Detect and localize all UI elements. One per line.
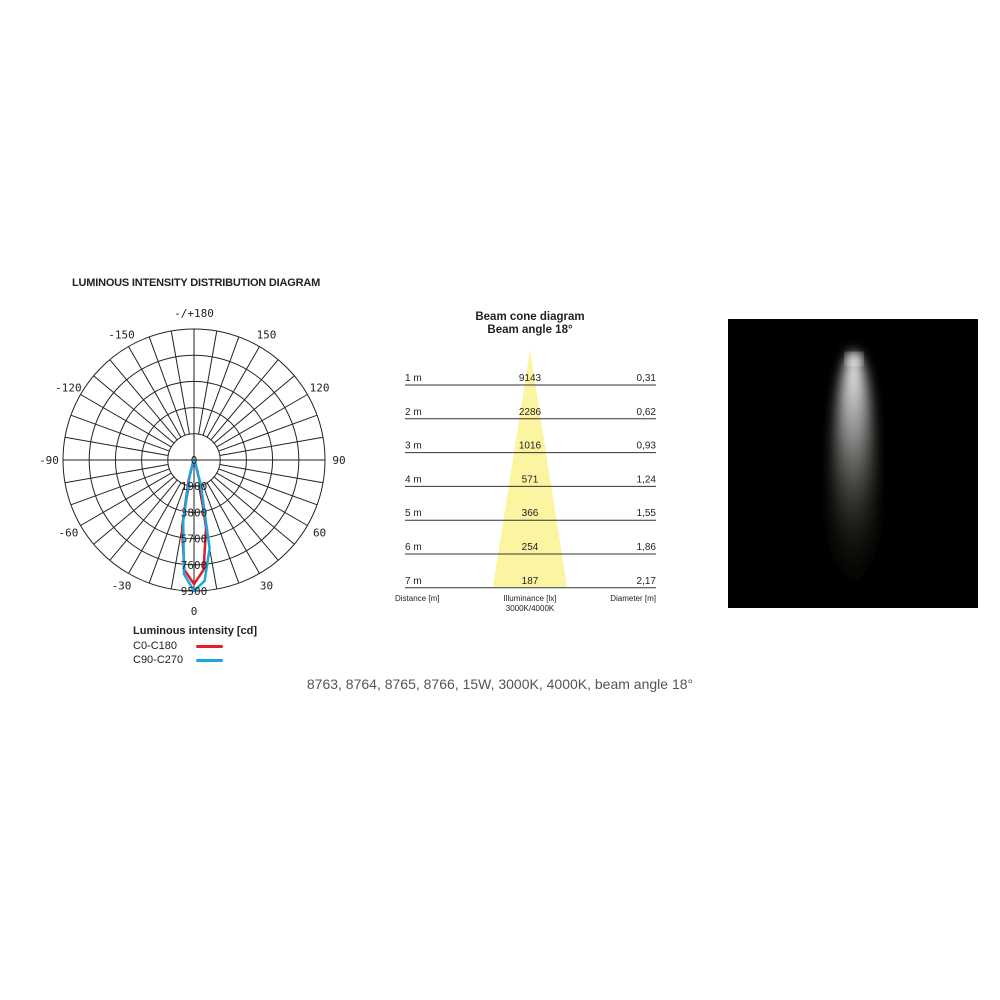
row-distance: 7 m: [405, 576, 422, 587]
spoke: [128, 482, 182, 574]
radial-tick-label: 3800: [181, 506, 208, 519]
row-illuminance: 366: [522, 508, 539, 519]
polar-title: LUMINOUS INTENSITY DISTRIBUTION DIAGRAM: [72, 277, 321, 289]
angle-label: -150: [108, 328, 135, 341]
spoke: [93, 375, 175, 444]
spoke: [219, 436, 324, 456]
spoke: [80, 394, 172, 448]
angle-label: -/+180: [174, 307, 214, 320]
spoke: [216, 472, 308, 526]
radial-tick-label: 0: [191, 454, 198, 467]
row-distance: 1 m: [405, 373, 422, 384]
beam-title: Beam cone diagram: [475, 311, 585, 323]
row-diameter: 1,86: [637, 542, 657, 553]
angle-label: 0: [191, 605, 198, 618]
spoke: [210, 359, 279, 441]
legend-swatch-c90: [196, 659, 223, 662]
legend-label-c90: C90-C270: [133, 654, 184, 666]
angle-label: 120: [310, 382, 330, 395]
radial-tick-label: 7600: [181, 559, 208, 572]
polar-chart: 0 1900 3800 5700 7600 9500 -/+180 150 120 90 60 30 0…: [39, 307, 346, 618]
spoke: [216, 394, 308, 448]
spoke: [198, 330, 218, 435]
row-distance: 4 m: [405, 474, 422, 485]
beam-photo: [728, 319, 978, 608]
spoke: [93, 476, 175, 545]
spoke: [219, 464, 324, 484]
legend-label-c0: C0-C180: [133, 640, 178, 652]
row-diameter: 0,93: [637, 441, 657, 452]
row-illuminance: 187: [522, 576, 539, 587]
col-illuminance: Illuminance [lx]: [503, 594, 557, 603]
legend-swatch-c0: [196, 645, 223, 648]
row-distance: 2 m: [405, 407, 422, 418]
spoke: [148, 484, 186, 584]
beam-title-block: Beam cone diagram Beam angle 18°: [430, 311, 630, 337]
row-diameter: 1,55: [637, 508, 657, 519]
row-illuminance: 2286: [519, 407, 542, 418]
row-illuminance: 571: [522, 474, 539, 485]
spoke: [213, 476, 295, 545]
radial-tick-label: 9500: [181, 585, 208, 598]
spoke: [80, 472, 172, 526]
spoke: [128, 346, 182, 438]
light-beam-image: [827, 351, 879, 608]
col-note: 3000K/4000K: [505, 604, 555, 613]
row-diameter: 1,24: [637, 474, 657, 485]
series-C90-C270: [181, 458, 211, 593]
row-illuminance: 254: [522, 542, 539, 553]
spoke: [202, 484, 240, 584]
spoke: [218, 414, 318, 452]
col-diameter: Diameter [m]: [610, 594, 656, 603]
angle-label: -90: [39, 454, 59, 467]
spoke: [210, 479, 279, 561]
spoke: [148, 336, 186, 436]
angle-label: 90: [332, 454, 345, 467]
caption: 8763, 8764, 8765, 8766, 15W, 3000K, 4000…: [306, 676, 694, 692]
spoke: [64, 436, 169, 456]
spoke: [206, 482, 260, 574]
spoke: [64, 464, 169, 484]
angle-label: 150: [257, 328, 277, 341]
spoke: [218, 468, 318, 506]
spoke: [206, 346, 260, 438]
spoke: [70, 414, 170, 452]
col-distance: Distance [m]: [395, 594, 440, 603]
beam-cone: [493, 350, 567, 587]
row-distance: 3 m: [405, 441, 422, 452]
angle-label: 60: [313, 527, 326, 540]
row-illuminance: 1016: [519, 441, 542, 452]
row-distance: 6 m: [405, 542, 422, 553]
spoke: [70, 468, 170, 506]
spoke: [170, 330, 190, 435]
legend-title: Luminous intensity [cd]: [133, 625, 258, 637]
row-diameter: 0,62: [637, 407, 657, 418]
row-diameter: 0,31: [637, 373, 657, 384]
angle-label: 30: [260, 580, 273, 593]
beam-subtitle: Beam angle 18°: [487, 324, 573, 336]
angle-label: -30: [112, 580, 132, 593]
radial-tick-label: 5700: [181, 533, 208, 546]
spoke: [109, 359, 178, 441]
row-diameter: 2,17: [637, 576, 657, 587]
spoke: [202, 336, 240, 436]
row-distance: 5 m: [405, 508, 422, 519]
radial-tick-label: 1900: [181, 480, 208, 493]
angle-label: -120: [55, 382, 82, 395]
beam-cone-diagram: 1 m 9143 0,31 2 m 2286 0,62 3 m 1016 0,93 4 m 571 1…: [405, 350, 657, 589]
spoke: [109, 479, 178, 561]
row-illuminance: 9143: [519, 373, 542, 384]
angle-label: -60: [58, 527, 78, 540]
spoke: [213, 375, 295, 444]
